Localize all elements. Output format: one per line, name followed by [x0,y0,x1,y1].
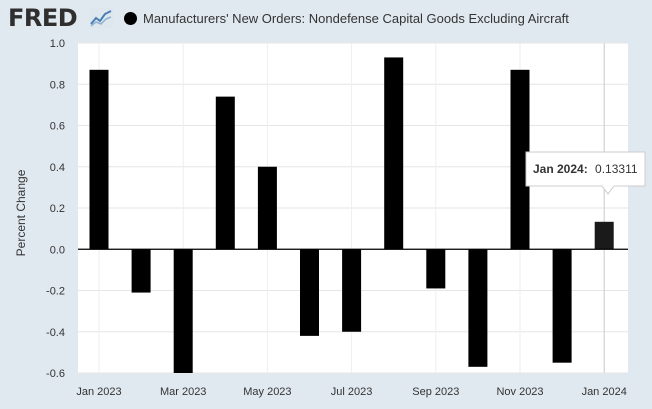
bar-sep-2023[interactable] [426,249,446,289]
bar-may-2023[interactable] [257,166,277,250]
tooltip: Jan 2024: 0.13311 [525,151,646,195]
y-tick-label: 0.0 [50,244,65,256]
bar-jul-2023[interactable] [342,249,362,332]
x-tick-labels: Jan 2023 Mar 2023 May 2023 Jul 2023 Sep 2023… [76,386,626,398]
tooltip-text: Jan 2024: 0.13311 [533,162,638,176]
legend-label: Manufacturers' New Orders: Nondefense Ca… [143,11,569,26]
bar-aug-2023[interactable] [384,57,404,250]
x-tick-label: Nov 2023 [496,386,543,398]
y-tick-label: -0.4 [46,327,65,339]
y-tick-label: -0.6 [46,368,65,380]
bar-oct-2023[interactable] [468,249,488,367]
bar-dec-2023[interactable] [552,249,572,363]
x-tick-label: Jan 2023 [76,386,121,398]
bar-mar-2023[interactable] [173,249,193,373]
y-tick-label: 0.4 [50,162,65,174]
tooltip-value: 0.13311 [595,162,638,176]
x-tick-label: Jul 2023 [331,386,373,398]
legend-swatch [124,12,137,25]
bar-nov-2023[interactable] [510,69,530,250]
y-tick-label: 0.6 [50,121,65,133]
bar-jan-2023[interactable] [89,69,109,250]
y-tick-label: -0.2 [46,286,65,298]
bar-jan-2024[interactable] [594,221,614,250]
y-tick-label: 0.2 [50,203,65,215]
x-tick-label: Mar 2023 [160,386,206,398]
bar-feb-2023[interactable] [131,249,151,293]
chart-legend[interactable]: Manufacturers' New Orders: Nondefense Ca… [124,11,569,26]
bar-jun-2023[interactable] [300,249,319,336]
fred-logo-graph-icon [89,8,113,28]
bar-apr-2023[interactable] [215,96,235,250]
tooltip-box [525,151,646,195]
chart-header: FRED Manufacturers' New Orders: Nondefen… [0,0,652,40]
y-axis-title: Percent Change [14,169,28,256]
tooltip-label: Jan 2024: [533,162,588,176]
bars [89,57,614,373]
y-tick-label: 0.8 [50,79,65,91]
x-tick-label: Jan 2024 [582,386,627,398]
y-tick-label: 1.0 [50,38,65,50]
x-tick-label: May 2023 [243,386,291,398]
x-tick-label: Sep 2023 [412,386,459,398]
fred-logo: FRED [8,4,78,32]
y-tick-labels: 1.0 0.8 0.6 0.4 0.2 0.0 -0.2 -0.4 -0.6 [46,38,65,380]
